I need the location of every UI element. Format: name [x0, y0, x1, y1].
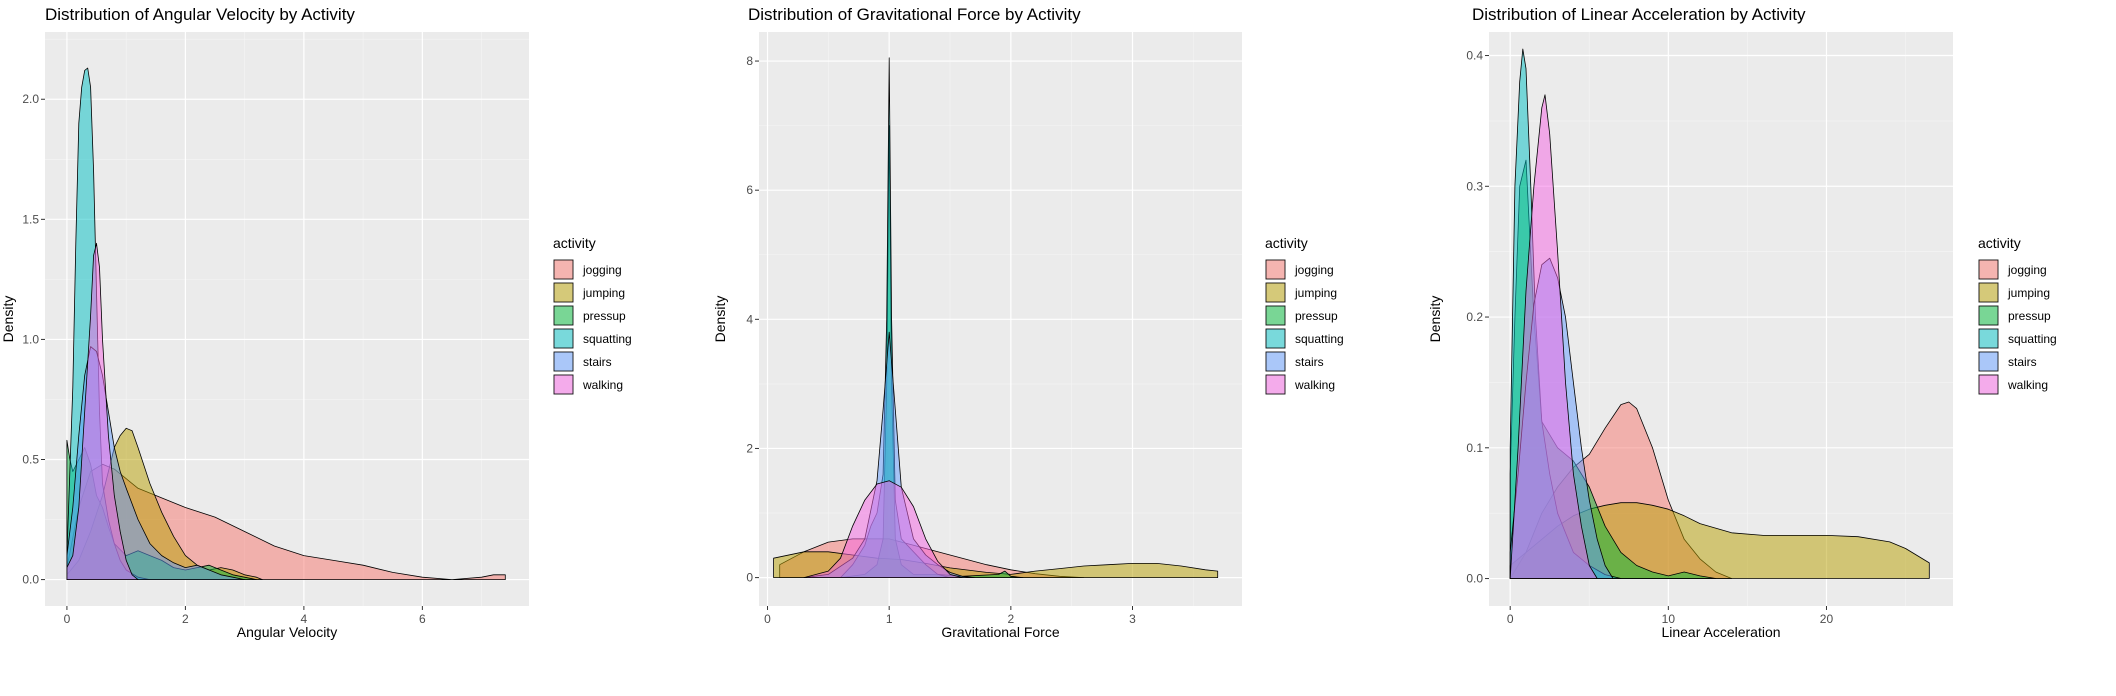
x-tick-label: 3 — [1129, 612, 1136, 626]
density-area-walking — [803, 480, 963, 578]
legend-label-stairs: stairs — [1295, 355, 1324, 369]
y-tick-label: 2.0 — [22, 92, 39, 106]
legend-label-jogging: jogging — [582, 263, 622, 277]
legend-label-pressup: pressup — [583, 309, 626, 323]
y-tick-label: 4 — [746, 312, 753, 326]
legend-label-stairs: stairs — [583, 355, 612, 369]
chart-title: Distribution of Angular Velocity by Acti… — [45, 5, 355, 24]
y-tick-label: 6 — [746, 183, 753, 197]
x-axis-label: Linear Acceleration — [1661, 624, 1780, 640]
legend-title: activity — [1265, 235, 1308, 251]
y-tick-label: 0 — [746, 571, 753, 585]
x-tick-label: 0 — [64, 612, 71, 626]
legend-swatch-pressup — [1978, 305, 1999, 326]
legend-label-walking: walking — [1294, 378, 1335, 392]
legend-swatch-pressup — [553, 305, 574, 326]
y-axis-label: Density — [0, 296, 16, 343]
y-tick-label: 1.0 — [22, 332, 39, 346]
legend-swatch-squatting — [553, 328, 574, 349]
legend-swatch-stairs — [553, 351, 574, 372]
legend-swatch-jumping — [1978, 282, 1999, 303]
legend-swatch-walking — [1978, 374, 1999, 395]
legend-swatch-jumping — [553, 282, 574, 303]
x-axis-label: Gravitational Force — [941, 624, 1059, 640]
x-axis-label: Angular Velocity — [237, 624, 337, 640]
y-tick-label: 2 — [746, 441, 753, 455]
chart-title: Distribution of Linear Acceleration by A… — [1472, 5, 1806, 24]
legend-label-pressup: pressup — [1295, 309, 1338, 323]
y-tick-label: 0.0 — [22, 573, 39, 587]
legend-swatch-squatting — [1265, 328, 1286, 349]
density-areas — [66, 67, 506, 580]
x-tick-label: 1 — [886, 612, 893, 626]
density-areas — [1509, 48, 1930, 579]
legend: activity jogging jumping pressup squatting st… — [553, 235, 632, 395]
legend-label-jumping: jumping — [582, 286, 625, 300]
legend-title: activity — [1978, 235, 2021, 251]
x-tick-label: 2 — [1007, 612, 1014, 626]
y-tick-label: 8 — [746, 54, 753, 68]
legend: activity jogging jumping pressup squatting st… — [1978, 235, 2057, 395]
legend-label-stairs: stairs — [2008, 355, 2037, 369]
legend-label-jogging: jogging — [2007, 263, 2047, 277]
x-tick-label: 0 — [1507, 612, 1514, 626]
x-tick-label: 6 — [419, 612, 426, 626]
legend-label-jumping: jumping — [1294, 286, 1337, 300]
chart-panel-2: 0 1 2 3 0 2 4 6 8 Distribution of Gravitational F… — [712, 5, 1344, 640]
legend-swatch-jogging — [1265, 259, 1286, 280]
legend-label-jogging: jogging — [1294, 263, 1334, 277]
legend-swatch-walking — [1265, 374, 1286, 395]
legend-swatch-squatting — [1978, 328, 1999, 349]
legend-label-pressup: pressup — [2008, 309, 2051, 323]
legend-label-jumping: jumping — [2007, 286, 2050, 300]
y-tick-label: 0.5 — [22, 452, 39, 466]
x-tick-label: 0 — [764, 612, 771, 626]
legend-swatch-jumping — [1265, 282, 1286, 303]
legend-label-walking: walking — [582, 378, 623, 392]
density-areas — [773, 57, 1219, 578]
y-axis-label: Density — [712, 296, 728, 343]
x-tick-label: 20 — [1820, 612, 1834, 626]
chart-panel-3: 0 10 20 0.0 0.1 0.2 0.3 0.4 Distribution of Line… — [1427, 5, 2057, 640]
x-tick-label: 10 — [1662, 612, 1676, 626]
legend-swatch-jogging — [553, 259, 574, 280]
legend-swatch-jogging — [1978, 259, 1999, 280]
legend: activity jogging jumping pressup squatting st… — [1265, 235, 1344, 395]
legend-label-squatting: squatting — [583, 332, 632, 346]
y-tick-label: 0.0 — [1466, 572, 1483, 586]
legend-swatch-pressup — [1265, 305, 1286, 326]
y-tick-label: 0.3 — [1466, 179, 1483, 193]
legend-label-squatting: squatting — [1295, 332, 1344, 346]
y-axis-label: Density — [1427, 296, 1443, 343]
legend-swatch-stairs — [1978, 351, 1999, 372]
chart-title: Distribution of Gravitational Force by A… — [748, 5, 1081, 24]
chart-panel-1: 0 2 4 6 0.0 0.5 1.0 1.5 2.0 Distribution of Angul… — [0, 5, 632, 640]
legend-swatch-stairs — [1265, 351, 1286, 372]
density-area-walking — [66, 242, 139, 580]
y-tick-label: 0.2 — [1466, 310, 1483, 324]
legend-title: activity — [553, 235, 596, 251]
y-tick-label: 0.1 — [1466, 441, 1483, 455]
y-tick-label: 0.4 — [1466, 49, 1483, 63]
y-tick-label: 1.5 — [22, 212, 39, 226]
legend-label-walking: walking — [2007, 378, 2048, 392]
legend-swatch-walking — [553, 374, 574, 395]
x-tick-label: 2 — [182, 612, 189, 626]
legend-label-squatting: squatting — [2008, 332, 2057, 346]
x-tick-label: 4 — [301, 612, 308, 626]
density-area-walking — [1509, 94, 1598, 579]
